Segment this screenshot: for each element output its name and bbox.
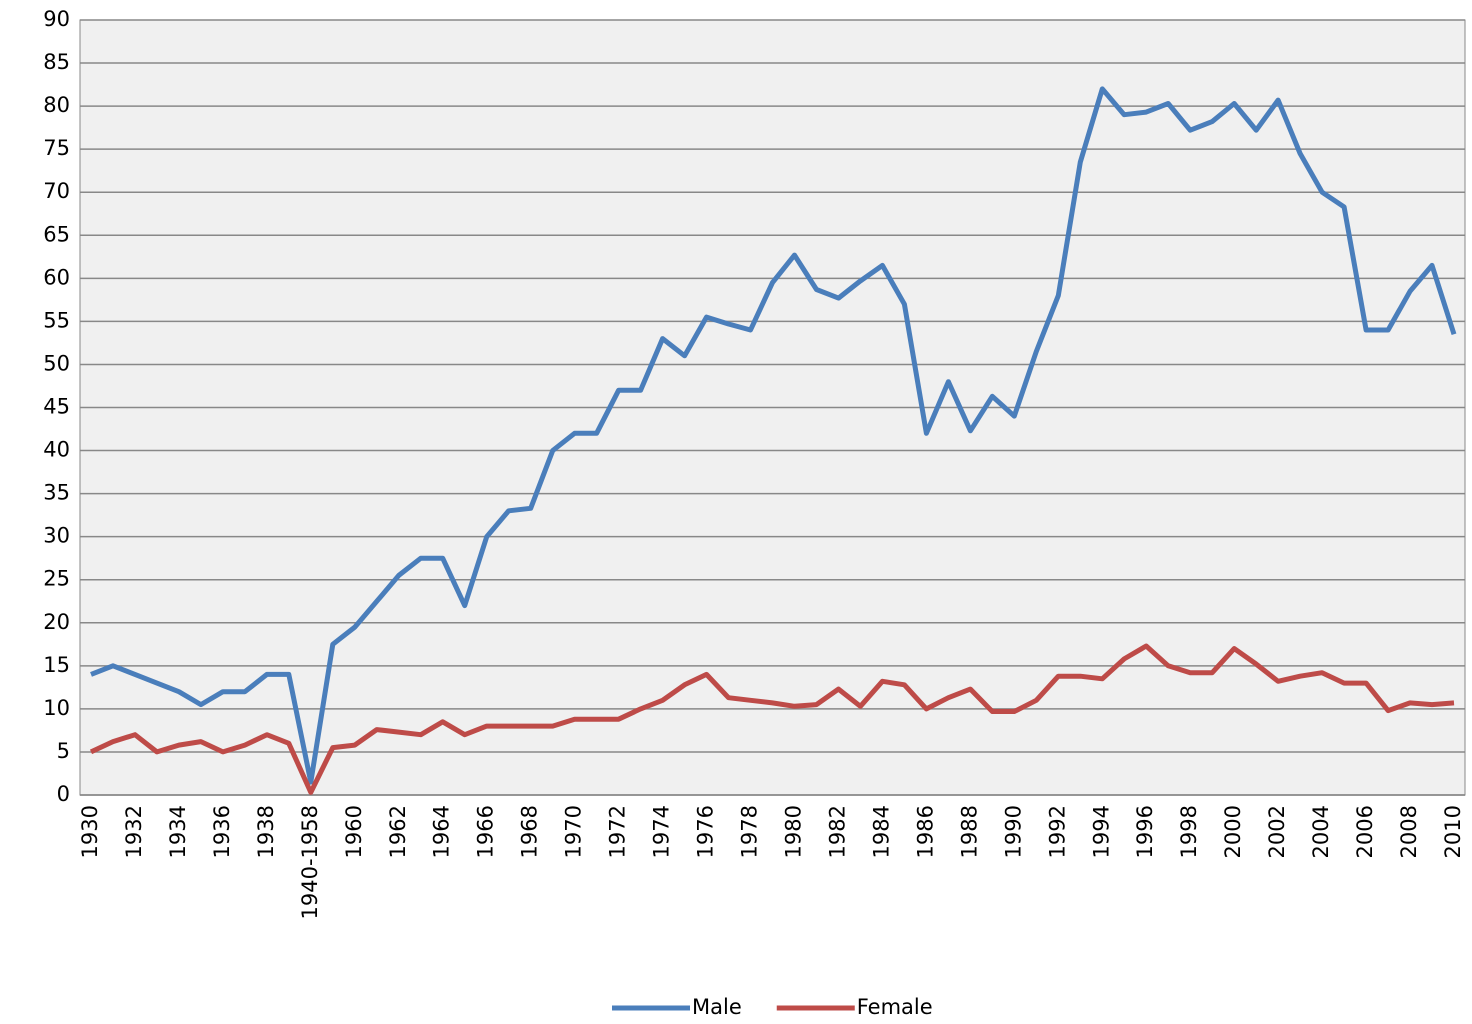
y-tick-label: 35 — [43, 481, 70, 505]
x-tick-label: 1940-1958 — [298, 805, 322, 919]
x-tick-label: 1978 — [738, 805, 762, 858]
y-tick-label: 5 — [57, 739, 70, 763]
x-tick-label: 1972 — [606, 805, 630, 858]
x-tick-label: 1962 — [386, 805, 410, 858]
y-tick-label: 75 — [43, 136, 70, 160]
y-tick-label: 30 — [43, 524, 70, 548]
y-tick-label: 55 — [43, 308, 70, 332]
x-tick-label: 1930 — [78, 805, 102, 858]
data-line — [90, 86, 1457, 785]
y-tick-label: 0 — [57, 782, 70, 806]
x-tick-label: 1970 — [562, 805, 586, 858]
x-tick-label: 1986 — [913, 805, 937, 858]
y-tick-label: 70 — [43, 179, 70, 203]
y-tick-label: 80 — [43, 93, 70, 117]
x-tick-label: 1996 — [1133, 805, 1157, 858]
x-tick-label: 2002 — [1265, 805, 1289, 858]
y-tick-label: 45 — [43, 395, 70, 419]
legend-label: Male — [692, 995, 742, 1019]
x-tick-label: 1992 — [1045, 805, 1069, 858]
x-tick-label: 1976 — [694, 805, 718, 858]
x-tick-label: 1938 — [254, 805, 278, 858]
x-tick-label: 2004 — [1309, 805, 1333, 858]
x-tick-label: 1988 — [957, 805, 981, 858]
x-tick-label: 2000 — [1221, 805, 1245, 858]
data-line — [89, 643, 1455, 795]
y-tick-label: 20 — [43, 610, 70, 634]
x-tick-label: 1990 — [1001, 805, 1025, 858]
x-tick-label: 1934 — [166, 805, 190, 858]
x-tick-label: 2006 — [1353, 805, 1377, 858]
y-tick-label: 40 — [43, 438, 70, 462]
x-tick-label: 1960 — [342, 805, 366, 858]
y-tick-label: 90 — [43, 7, 70, 31]
y-tick-label: 10 — [43, 696, 70, 720]
x-tick-label: 1994 — [1089, 805, 1113, 858]
x-tick-label: 2008 — [1397, 805, 1421, 858]
legend-label: Female — [857, 995, 933, 1019]
x-tick-label: 2010 — [1441, 805, 1465, 858]
x-tick-label: 1998 — [1177, 805, 1201, 858]
x-tick-label: 1964 — [430, 805, 454, 858]
y-tick-label: 65 — [43, 222, 70, 246]
x-tick-label: 1968 — [518, 805, 542, 858]
x-tick-label: 1982 — [825, 805, 849, 858]
x-tick-label: 1932 — [122, 805, 146, 858]
x-tick-label: 1966 — [474, 805, 498, 858]
y-tick-label: 60 — [43, 265, 70, 289]
y-tick-label: 15 — [43, 653, 70, 677]
y-tick-label: 25 — [43, 567, 70, 591]
x-tick-label: 1984 — [869, 805, 893, 858]
y-tick-label: 50 — [43, 351, 70, 375]
y-tick-label: 85 — [43, 50, 70, 74]
x-tick-label: 1974 — [650, 805, 674, 858]
x-tick-label: 1936 — [210, 805, 234, 858]
x-tick-label: 1980 — [781, 805, 805, 858]
